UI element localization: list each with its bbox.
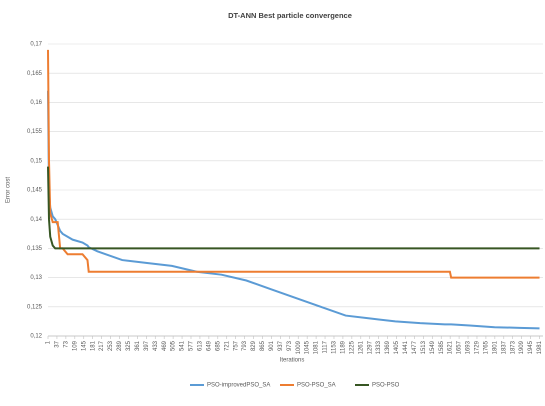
x-tick-label: 1945 (528, 340, 534, 354)
x-tick-label: 145 (81, 340, 87, 351)
x-tick-label: 1477 (412, 340, 418, 354)
chart-title: DT-ANN Best particle convergence (228, 11, 352, 20)
x-tick-label: 1765 (483, 340, 489, 354)
legend-label: PSO-PSO_SA (297, 383, 336, 389)
x-tick-label: 469 (162, 340, 168, 351)
x-tick-label: 181 (90, 340, 96, 351)
x-tick-label: 757 (233, 340, 239, 351)
x-tick-label: 1585 (439, 340, 445, 354)
x-tick-label: 1333 (376, 340, 382, 354)
x-tick-label: 1693 (466, 340, 472, 354)
x-tick-label: 1729 (475, 340, 481, 354)
y-tick-label: 0,13 (30, 275, 42, 281)
x-tick-label: 289 (117, 340, 123, 351)
x-tick-label: 1081 (314, 340, 320, 354)
x-tick-label: 1513 (421, 340, 427, 354)
y-tick-label: 0,165 (27, 71, 43, 77)
x-tick-label: 793 (242, 340, 248, 351)
x-tick-label: 1873 (510, 340, 516, 354)
y-tick-label: 0,145 (27, 188, 43, 194)
x-tick-label: 37 (55, 340, 61, 347)
x-axis-label: Iterations (280, 358, 305, 364)
x-tick-label: 1837 (501, 340, 507, 354)
x-tick-label: 1045 (305, 340, 311, 354)
y-axis-label: Error cost (6, 177, 12, 203)
x-tick-label: 73 (63, 340, 69, 347)
y-tick-label: 0,135 (27, 246, 43, 252)
x-tick-label: 1369 (385, 340, 391, 354)
x-tick-label: 541 (180, 340, 186, 351)
x-tick-label: 1009 (296, 340, 302, 354)
x-tick-label: 1549 (430, 340, 436, 354)
x-tick-label: 217 (99, 340, 105, 351)
x-tick-label: 1117 (323, 340, 329, 353)
x-tick-label: 1153 (332, 340, 338, 354)
y-tick-label: 0,15 (30, 158, 42, 164)
x-tick-label: 505 (171, 340, 177, 351)
x-tick-label: 865 (260, 340, 266, 351)
x-tick-label: 433 (153, 340, 159, 351)
line-series (47, 90, 540, 330)
x-tick-label: 1981 (537, 340, 543, 354)
x-tick-label: 973 (287, 340, 293, 351)
legend-label: PSO-improvedPSO_SA (207, 383, 270, 389)
x-tick-label: 1621 (448, 340, 454, 354)
x-tick-label: 901 (269, 340, 275, 351)
x-tick-label: 577 (189, 340, 195, 351)
x-tick-label: 649 (206, 340, 212, 351)
x-tick-label: 685 (215, 340, 221, 351)
x-tick-label: 1405 (394, 340, 400, 354)
x-tick-label: 1441 (403, 340, 409, 354)
x-tick-label: 253 (108, 340, 114, 351)
x-tick-label: 937 (278, 340, 284, 351)
x-tick-label: 721 (224, 340, 230, 351)
x-tick-label: 1261 (358, 340, 364, 354)
x-tick-label: 1657 (457, 340, 463, 354)
x-tick-label: 1909 (519, 340, 525, 354)
y-tick-label: 0,16 (30, 100, 42, 106)
x-tick-label: 397 (144, 340, 150, 351)
x-tick-label: 829 (251, 340, 257, 351)
y-tick-label: 0,125 (27, 304, 43, 310)
x-tick-label: 1 (46, 340, 52, 344)
y-tick-label: 0,155 (27, 129, 43, 135)
line-series (47, 166, 540, 250)
x-tick-label: 1225 (349, 340, 355, 354)
x-tick-label: 1801 (492, 340, 498, 354)
x-tick-label: 1189 (340, 340, 346, 354)
x-tick-label: 1297 (367, 340, 373, 354)
x-tick-label: 109 (72, 340, 78, 351)
y-tick-label: 0,14 (30, 217, 42, 223)
x-tick-label: 361 (135, 340, 141, 351)
y-tick-label: 0,17 (30, 42, 42, 48)
x-tick-label: 613 (198, 340, 204, 351)
legend-label: PSO-PSO (372, 383, 400, 389)
y-tick-label: 0,12 (30, 334, 42, 340)
x-tick-label: 325 (126, 340, 132, 351)
line-series (47, 49, 540, 279)
